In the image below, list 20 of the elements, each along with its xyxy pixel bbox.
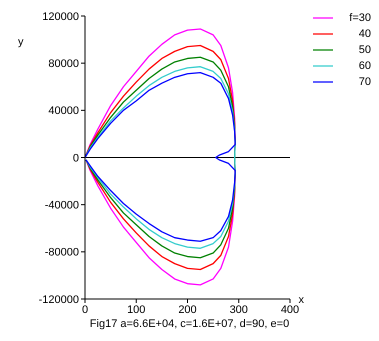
x-tick-label: 400 — [280, 304, 300, 316]
legend-label: f=30 — [348, 11, 371, 26]
legend-label: 50 — [358, 43, 371, 58]
y-tick-label: 0 — [72, 152, 79, 164]
y-axis-title: y — [18, 36, 24, 48]
y-tick-label: 120000 — [42, 10, 79, 23]
x-tick-label: 300 — [230, 304, 248, 316]
y-tick-label: 40000 — [48, 105, 79, 118]
x-axis-title: x — [298, 294, 304, 306]
y-tick-label: 80000 — [48, 58, 79, 70]
x-tick-label: 200 — [178, 304, 197, 316]
x-tick-label: 100 — [127, 304, 146, 316]
x-tick-label: 0 — [82, 304, 88, 316]
y-tick-label: -40000 — [44, 200, 79, 212]
y-tick-label: -120000 — [38, 294, 79, 306]
y-tick-label: -80000 — [44, 246, 79, 259]
legend-label: 60 — [358, 59, 371, 74]
legend-label: 70 — [358, 75, 371, 90]
caption: Fig17 a=6.6E+04, c=1.6E+07, d=90, e=0 — [88, 318, 290, 330]
legend-label: 40 — [358, 27, 371, 42]
